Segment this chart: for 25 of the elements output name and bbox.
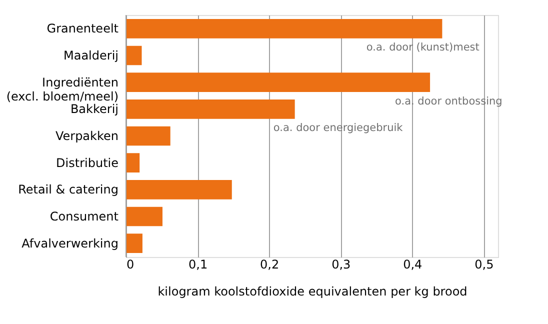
x-tick-label: 0,3 xyxy=(332,258,351,272)
y-tick-label: Consument xyxy=(50,209,119,224)
bar xyxy=(126,234,142,253)
x-tick-label: 0,5 xyxy=(474,258,494,272)
bar xyxy=(126,153,140,172)
y-tick-label: Ingrediënten (excl. bloem/meel) xyxy=(6,75,118,104)
y-tick-label: Retail & catering xyxy=(18,182,118,197)
y-tick-label: Verpakken xyxy=(55,129,118,143)
x-tick-label: 0,2 xyxy=(260,258,280,272)
y-tick-label: Granenteelt xyxy=(46,22,119,36)
x-tick-label: 0,4 xyxy=(403,258,422,272)
bar xyxy=(126,206,162,226)
x-tick-label: 0 xyxy=(126,258,134,272)
bar xyxy=(126,46,142,66)
x-axis-title: kilogram koolstofdioxide equivalenten per kg brood xyxy=(158,284,468,298)
y-tick-label: Afvalverwerking xyxy=(22,236,118,250)
bar xyxy=(126,72,430,92)
bar xyxy=(126,180,232,200)
y-tick-label: Maalderij xyxy=(64,48,118,63)
y-tick-label: Bakkerij xyxy=(70,102,118,116)
bar xyxy=(126,19,442,38)
x-tick-label: 0,1 xyxy=(188,258,208,272)
y-tick-label: Distributie xyxy=(56,156,118,170)
bar xyxy=(126,126,170,146)
bar xyxy=(126,100,295,119)
